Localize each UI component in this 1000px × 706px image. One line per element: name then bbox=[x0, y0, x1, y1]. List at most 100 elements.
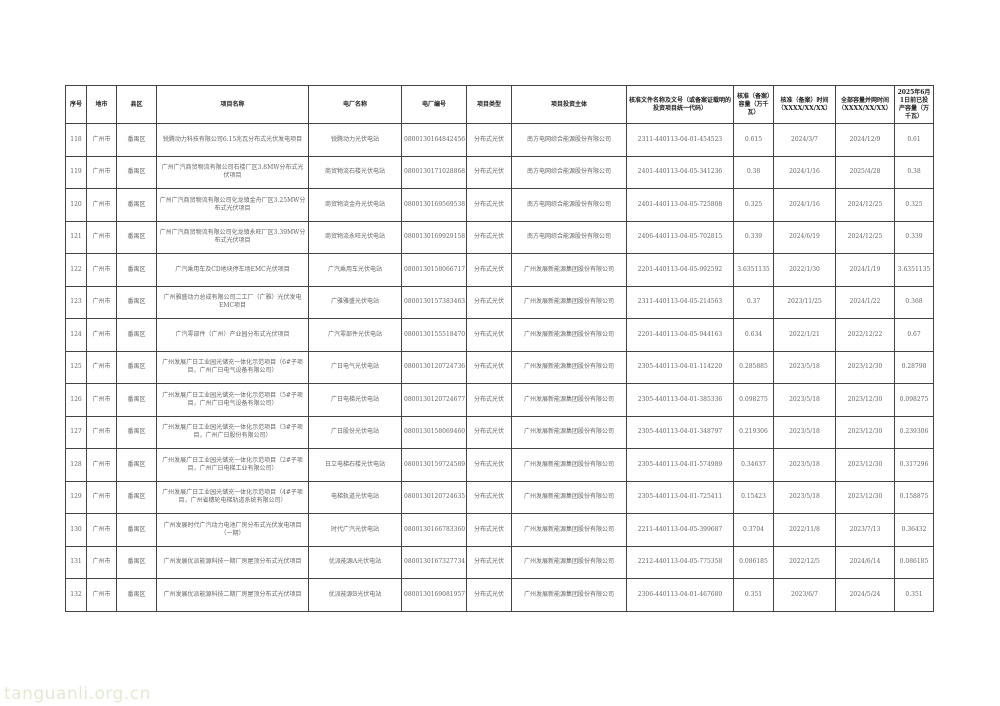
cell-plant-name: 时代广汽光伏电站 bbox=[308, 513, 402, 547]
cell-seq: 119 bbox=[65, 155, 87, 189]
cell-plant-name: 广日电梯光伏电站 bbox=[308, 383, 402, 417]
cell-grid-date: 2024/6/14 bbox=[835, 545, 895, 579]
cell-plant-id: 0800130120724635 bbox=[401, 480, 467, 514]
cell-grid-date: 2023/12/30 bbox=[835, 415, 895, 449]
cell-investor: 广州发展新能源集团股份有限公司 bbox=[511, 285, 627, 319]
cell-grid-date: 2024/12/25 bbox=[835, 188, 895, 222]
cell-project-type: 分布式光伏 bbox=[466, 545, 512, 579]
cell-project-name: 广州发展广日工业园光储充一体化示范项目（5#子项目，广州广日电气设备有限公司） bbox=[156, 383, 309, 417]
cell-seq: 127 bbox=[65, 415, 87, 449]
header-plant-id: 电厂编号 bbox=[401, 85, 467, 124]
cell-city: 广州市 bbox=[86, 448, 117, 482]
cell-seq: 131 bbox=[65, 545, 87, 579]
cell-approved-capacity: 0.15423 bbox=[733, 480, 774, 514]
cell-project-name: 广州发展广日工业园光储充一体化示范项目（6#子项目，广州广日电气设备有限公司） bbox=[156, 350, 309, 384]
cell-investor: 广州发展新能源集团股份有限公司 bbox=[511, 253, 627, 287]
cell-operating-capacity: 0.325 bbox=[894, 188, 934, 222]
cell-project-type: 分布式光伏 bbox=[466, 350, 512, 384]
cell-district: 番禺区 bbox=[116, 285, 157, 319]
cell-project-type: 分布式光伏 bbox=[466, 220, 512, 254]
cell-approval-date: 2023/5/18 bbox=[773, 480, 836, 514]
cell-grid-date: 2023/7/13 bbox=[835, 513, 895, 547]
cell-seq: 121 bbox=[65, 220, 87, 254]
cell-project-type: 分布式光伏 bbox=[466, 480, 512, 514]
cell-plant-id: 0800130158066717 bbox=[401, 253, 467, 287]
table-row: 123 广州市 番禺区 广州雅盛动力总成有限公司二工厂（广雅）光伏发电EMC项目 广雅雅… bbox=[65, 285, 934, 319]
cell-grid-date: 2023/12/30 bbox=[835, 383, 895, 417]
cell-investor: 广州发展新能源集团股份有限公司 bbox=[511, 578, 627, 612]
cell-district: 番禺区 bbox=[116, 318, 157, 352]
cell-district: 番禺区 bbox=[116, 155, 157, 189]
cell-city: 广州市 bbox=[86, 318, 117, 352]
cell-plant-id: 0800130169569538 bbox=[401, 188, 467, 222]
cell-plant-id: 0800130157383463 bbox=[401, 285, 467, 319]
cell-plant-id: 0800130120724736 bbox=[401, 350, 467, 384]
cell-approved-capacity: 0.37 bbox=[733, 285, 774, 319]
cell-approved-capacity: 0.351 bbox=[733, 578, 774, 612]
cell-approval-code: 2401-440113-04-05-725808 bbox=[626, 188, 734, 222]
cell-operating-capacity: 0.317296 bbox=[894, 448, 934, 482]
cell-operating-capacity: 3.6351135 bbox=[894, 253, 934, 287]
cell-district: 番禺区 bbox=[116, 513, 157, 547]
cell-city: 广州市 bbox=[86, 578, 117, 612]
cell-operating-capacity: 0.086185 bbox=[894, 545, 934, 579]
cell-approval-date: 2023/5/18 bbox=[773, 350, 836, 384]
cell-grid-date: 2023/12/30 bbox=[835, 350, 895, 384]
table-row: 129 广州市 番禺区 广州发展广日工业园光储充一体化示范项目（4#子项目，广州省穗轮… bbox=[65, 480, 934, 514]
cell-approved-capacity: 0.285885 bbox=[733, 350, 774, 384]
cell-approved-capacity: 0.219306 bbox=[733, 415, 774, 449]
cell-investor: 南方电网综合能源股份有限公司 bbox=[511, 155, 627, 189]
cell-district: 番禺区 bbox=[116, 253, 157, 287]
header-seq: 序号 bbox=[65, 85, 87, 124]
cell-project-type: 分布式光伏 bbox=[466, 123, 512, 157]
cell-plant-name: 广雅雅盛光伏电站 bbox=[308, 285, 402, 319]
cell-district: 番禺区 bbox=[116, 448, 157, 482]
cell-project-name: 广州发展广日工业园光储充一体化示范项目（3#子项目，广州广日股份有限公司） bbox=[156, 415, 309, 449]
cell-project-name: 广州发展优派能源科技二期厂房屋顶分布式光伏项目 bbox=[156, 578, 309, 612]
cell-plant-name: 广日电气光伏电站 bbox=[308, 350, 402, 384]
cell-operating-capacity: 0.158875 bbox=[894, 480, 934, 514]
cell-approved-capacity: 0.615 bbox=[733, 123, 774, 157]
cell-seq: 120 bbox=[65, 188, 87, 222]
cell-operating-capacity: 0.098275 bbox=[894, 383, 934, 417]
cell-city: 广州市 bbox=[86, 415, 117, 449]
cell-project-type: 分布式光伏 bbox=[466, 188, 512, 222]
cell-approval-date: 2022/11/8 bbox=[773, 513, 836, 547]
cell-approval-code: 2311-440113-04-01-454523 bbox=[626, 123, 734, 157]
cell-approval-code: 2212-440113-04-05-775358 bbox=[626, 545, 734, 579]
table-row: 126 广州市 番禺区 广州发展广日工业园光储充一体化示范项目（5#子项目，广州广日电… bbox=[65, 383, 934, 417]
cell-seq: 124 bbox=[65, 318, 87, 352]
cell-approval-code: 2311-440113-04-05-214563 bbox=[626, 285, 734, 319]
cell-grid-date: 2024/1/22 bbox=[835, 285, 895, 319]
cell-district: 番禺区 bbox=[116, 220, 157, 254]
cell-operating-capacity: 0.368 bbox=[894, 285, 934, 319]
cell-approval-date: 2024/6/19 bbox=[773, 220, 836, 254]
header-investor: 项目投资主体 bbox=[511, 85, 627, 124]
table-row: 119 广州市 番禺区 广州广汽商贸物流有限公司石楼厂区3.8MW分布式光伏项目 商贸物… bbox=[65, 155, 934, 189]
cell-plant-name: 日立电梯石楼光伏电站 bbox=[308, 448, 402, 482]
cell-approval-date: 2023/5/18 bbox=[773, 415, 836, 449]
cell-approval-date: 2023/5/18 bbox=[773, 448, 836, 482]
cell-plant-name: 广日股份光伏电站 bbox=[308, 415, 402, 449]
cell-approval-code: 2305-440113-04-01-725411 bbox=[626, 480, 734, 514]
cell-investor: 广州发展新能源集团股份有限公司 bbox=[511, 545, 627, 579]
cell-plant-name: 商贸物流金舟光伏电站 bbox=[308, 188, 402, 222]
cell-operating-capacity: 0.28798 bbox=[894, 350, 934, 384]
cell-plant-id: 0800130159724589 bbox=[401, 448, 467, 482]
cell-district: 番禺区 bbox=[116, 188, 157, 222]
cell-plant-id: 0800130120724677 bbox=[401, 383, 467, 417]
cell-approved-capacity: 3.6351135 bbox=[733, 253, 774, 287]
cell-plant-id: 0800130167327734 bbox=[401, 545, 467, 579]
cell-operating-capacity: 0.239306 bbox=[894, 415, 934, 449]
header-project-type: 项目类型 bbox=[466, 85, 512, 124]
cell-seq: 123 bbox=[65, 285, 87, 319]
cell-approved-capacity: 0.325 bbox=[733, 188, 774, 222]
cell-grid-date: 2024/12/9 bbox=[835, 123, 895, 157]
cell-project-type: 分布式光伏 bbox=[466, 318, 512, 352]
cell-district: 番禺区 bbox=[116, 350, 157, 384]
cell-project-type: 分布式光伏 bbox=[466, 383, 512, 417]
cell-plant-name: 商贸物流石楼光伏电站 bbox=[308, 155, 402, 189]
cell-investor: 广州发展新能源集团股份有限公司 bbox=[511, 448, 627, 482]
cell-city: 广州市 bbox=[86, 155, 117, 189]
cell-approval-code: 2305-440113-04-01-385336 bbox=[626, 383, 734, 417]
